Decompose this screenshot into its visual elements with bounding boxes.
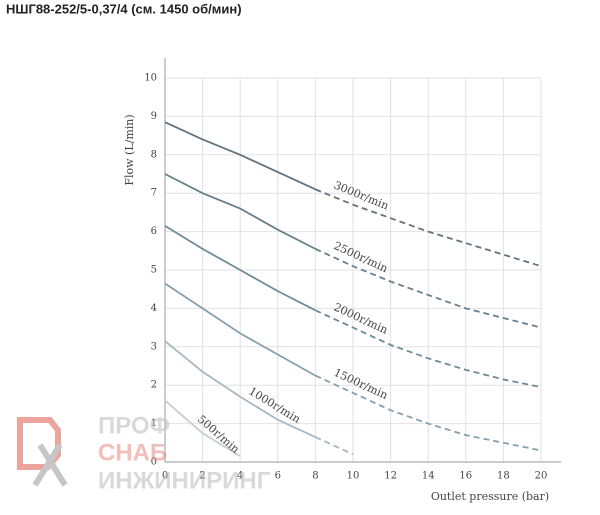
x-tick-label: 6 — [275, 471, 281, 482]
x-axis-label: Outlet pressure (bar) — [431, 490, 549, 503]
x-tick-label: 2 — [199, 471, 205, 482]
series-line — [315, 436, 354, 456]
series-line — [315, 374, 542, 452]
x-tick-label: 16 — [459, 471, 472, 482]
y-tick-label: 0 — [151, 457, 157, 468]
y-tick-label: 9 — [151, 111, 157, 122]
y-tick-label: 7 — [151, 188, 157, 199]
x-tick-label: 18 — [497, 471, 510, 482]
x-tick-label: 8 — [312, 471, 318, 482]
y-tick-label: 5 — [151, 265, 157, 276]
watermark-text: ПРОФ — [98, 412, 170, 439]
x-tick-label: 12 — [384, 471, 397, 482]
watermark-text: ИНЖИНИРИНГ — [98, 467, 271, 494]
y-tick-label: 2 — [151, 380, 157, 391]
series-line — [164, 121, 316, 191]
legend-label: 1500r/min — [332, 366, 390, 402]
x-tick-label: 10 — [347, 471, 360, 482]
series-line — [164, 282, 316, 377]
y-tick-label: 6 — [151, 226, 157, 237]
x-tick-label: 14 — [422, 471, 435, 482]
watermark-logo — [17, 417, 61, 470]
legend-label: 2000r/min — [332, 301, 390, 337]
watermark-logo — [32, 443, 68, 487]
legend-label: 3000r/min — [332, 179, 391, 213]
y-tick-label: 8 — [151, 149, 157, 160]
series-line — [164, 173, 316, 250]
x-tick-label: 4 — [237, 471, 243, 482]
y-tick-label: 3 — [151, 341, 157, 352]
y-tick-label: 10 — [144, 73, 157, 84]
x-tick-label: 0 — [162, 471, 168, 482]
x-tick-label: 20 — [535, 471, 548, 482]
series-line — [164, 225, 316, 312]
chart-title: НШГ88-252/5-0,37/4 (см. 1450 об/мин) — [6, 1, 242, 16]
y-tick-label: 1 — [151, 418, 157, 429]
legend-label: 500r/min — [195, 413, 242, 456]
y-tick-label: 4 — [151, 303, 157, 314]
series-line — [164, 340, 316, 438]
watermark-text: СНАБ — [98, 439, 167, 466]
series-line — [315, 188, 542, 268]
series-line — [164, 399, 241, 458]
watermark: ПРОФ СНАБ ИНЖИНИРИНГ — [17, 412, 271, 494]
series-line — [315, 309, 542, 389]
y-axis-label: Flow (L/min) — [123, 114, 136, 185]
series-line — [315, 248, 542, 329]
